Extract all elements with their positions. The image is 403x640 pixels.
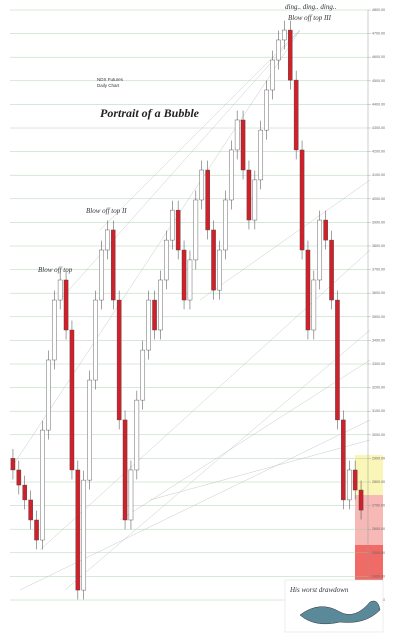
candle-body [246, 169, 252, 221]
candle-body [305, 249, 311, 331]
candle-body [352, 469, 358, 491]
candle-body [122, 419, 128, 521]
zones [355, 455, 383, 590]
y-tick-label: 3900.00 [372, 220, 385, 224]
candle-body [264, 89, 269, 131]
candle-body [158, 279, 163, 331]
chart-title: Portrait of a Bubble [100, 106, 200, 120]
candle-body [252, 179, 258, 221]
y-tick-label: 4100.00 [372, 173, 385, 177]
candle-body [169, 209, 175, 241]
candle-body [28, 499, 33, 521]
candle-body [51, 299, 57, 361]
candle-body [317, 219, 323, 281]
candle-body [258, 129, 264, 181]
candle-body [346, 469, 352, 501]
candle-body [358, 489, 364, 511]
subtitle: Daily Chart [97, 83, 120, 88]
y-tick-label: 2600.00 [372, 527, 385, 531]
candle-body [228, 149, 234, 201]
candle-body [152, 299, 157, 331]
candle-body [87, 379, 92, 481]
candle-body [134, 399, 140, 471]
candle-body [211, 229, 216, 291]
candle-body [329, 239, 334, 301]
y-tick-label: 2400.00 [372, 574, 385, 578]
candle-body [22, 484, 28, 501]
y-tick-label: 3500.00 [372, 315, 385, 319]
y-tick-label: 3600.00 [372, 291, 385, 295]
y-tick-label: 4400.00 [372, 102, 385, 106]
candle-body [69, 329, 75, 471]
candle-body [63, 279, 69, 331]
candle-body [81, 479, 87, 591]
y-tick-label: 4500.00 [372, 79, 385, 83]
candle-body [199, 169, 205, 201]
candle-body [181, 249, 187, 301]
candles [10, 20, 364, 600]
y-tick-label: 3100.00 [372, 409, 385, 413]
candle-body [335, 299, 340, 421]
candle-body [205, 169, 210, 231]
y-tick-label: 3300.00 [372, 362, 385, 366]
y-tick-label: 3700.00 [372, 268, 385, 272]
candle-body [323, 219, 328, 241]
annotation: His worst drawdown [289, 586, 349, 594]
candle-body [193, 199, 199, 261]
candle-body [276, 39, 281, 61]
y-axis: 2300.002400.002500.002600.002700.002800.… [367, 8, 385, 602]
candle-body [93, 299, 98, 381]
candle-body [75, 469, 81, 591]
candle-body [16, 469, 22, 486]
candle-body [240, 119, 246, 171]
candle-body [146, 299, 151, 351]
candle-body [34, 519, 39, 541]
y-tick-label: 3800.00 [372, 244, 385, 248]
y-tick-label: 2700.00 [372, 504, 385, 508]
annotation: Blow off top [38, 266, 73, 274]
candle-body [311, 279, 317, 331]
candle-body [341, 419, 346, 501]
y-tick-label: 2900.00 [372, 456, 385, 460]
candle-body [128, 469, 134, 521]
y-tick-label: 3000.00 [372, 433, 385, 437]
y-tick-label: 2500.00 [372, 551, 385, 555]
candle-body [105, 229, 110, 251]
annotation: ding.. ding.. ding.. [285, 3, 337, 11]
annotation: Blow off top II [86, 207, 127, 215]
candle-body [57, 279, 63, 301]
candle-body [187, 259, 193, 301]
candle-body [164, 239, 169, 281]
y-tick-label: 4800.00 [372, 8, 385, 12]
candle-body [217, 249, 222, 291]
candle-body [99, 249, 104, 301]
y-tick-label: 3400.00 [372, 338, 385, 342]
illustration [299, 600, 381, 625]
y-tick-label: 4300.00 [372, 126, 385, 130]
annotation: Blow off top III [288, 14, 332, 22]
y-tick-label: 3200.00 [372, 386, 385, 390]
candle-body [175, 209, 181, 251]
candle-body [40, 429, 45, 541]
y-tick-label: 4600.00 [372, 55, 385, 59]
candle-body [46, 359, 51, 431]
y-tick-label: 2800.00 [372, 480, 385, 484]
y-tick-label: 4200.00 [372, 150, 385, 154]
candle-body [299, 149, 305, 251]
candle-body [110, 229, 116, 301]
subtitle: NDX Futures [97, 77, 124, 82]
candle-body [282, 29, 287, 41]
candle-body [116, 299, 122, 421]
candle-body [270, 59, 275, 91]
candle-body [140, 349, 146, 401]
candle-body [287, 29, 293, 81]
candle-body [10, 458, 16, 471]
y-tick-label: 4000.00 [372, 197, 385, 201]
y-tick-label: 4700.00 [372, 32, 385, 36]
candle-body [234, 119, 240, 151]
candle-body [223, 199, 228, 251]
candle-body [293, 79, 299, 151]
